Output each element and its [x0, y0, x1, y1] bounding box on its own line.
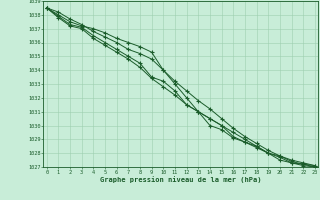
X-axis label: Graphe pression niveau de la mer (hPa): Graphe pression niveau de la mer (hPa) — [100, 176, 261, 183]
